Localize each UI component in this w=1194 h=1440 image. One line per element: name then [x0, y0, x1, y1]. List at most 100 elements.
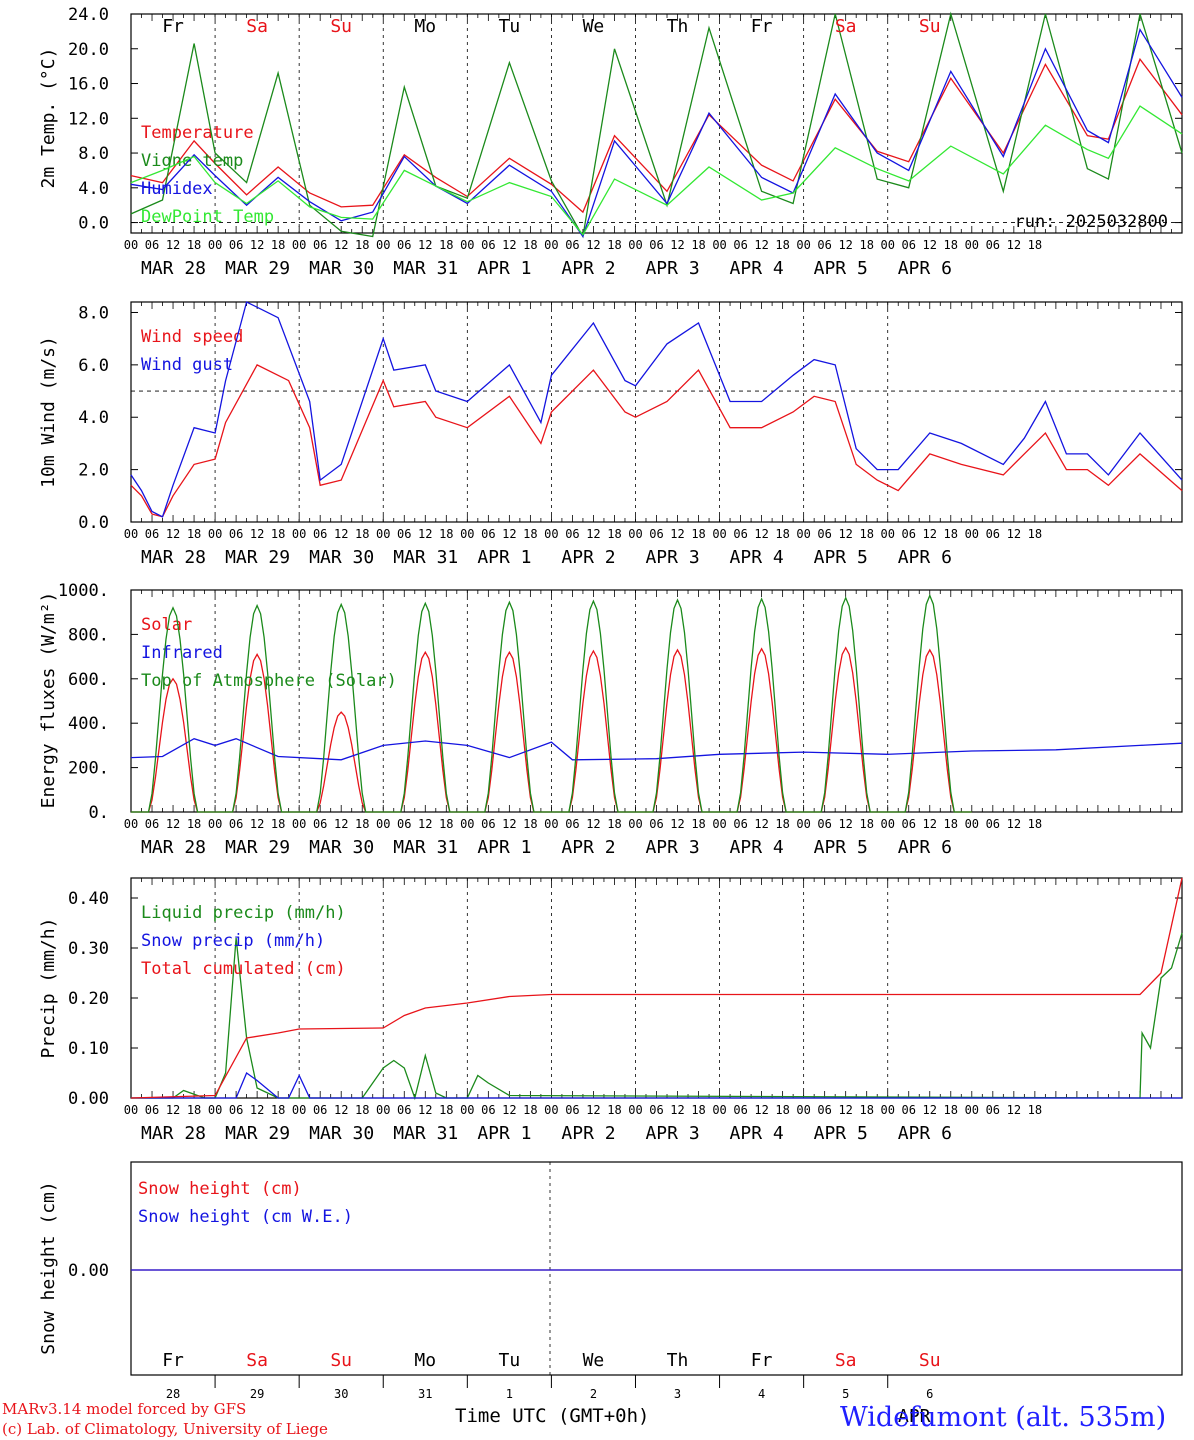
- legend-entry: Top of Atmosphere (Solar): [141, 671, 397, 691]
- hour-tick-label: 12: [334, 527, 348, 541]
- legend-entry: Humidex: [141, 179, 213, 199]
- hour-tick-label: 12: [838, 1103, 852, 1117]
- y-tick-label: 0.10: [68, 1039, 109, 1059]
- day-name: Fr: [162, 1350, 184, 1371]
- hour-tick-label: 00: [544, 238, 558, 252]
- date-label: MAR 28: [141, 258, 206, 279]
- series-line: [130, 737, 1183, 761]
- run-label: run: 2025032800: [1014, 212, 1168, 232]
- y-tick-label: 2.0: [78, 461, 109, 481]
- legend-entry: Snow height (cm): [138, 1179, 302, 1199]
- hour-tick-label: 12: [586, 527, 600, 541]
- hour-tick-label: 12: [166, 527, 180, 541]
- day-name: Sa: [835, 1350, 857, 1371]
- hour-tick-label: 00: [712, 238, 726, 252]
- y-tick-label: 0.00: [68, 1089, 109, 1109]
- date-label: APR 3: [645, 1123, 699, 1144]
- hour-tick-label: 18: [944, 817, 958, 831]
- date-label: MAR 31: [393, 1123, 458, 1144]
- hour-tick-label: 00: [208, 527, 222, 541]
- y-tick-label: 6.0: [78, 356, 109, 376]
- y-tick-label: 8.0: [78, 303, 109, 323]
- legend-entry: Wind gust: [141, 355, 233, 375]
- hour-tick-label: 18: [944, 238, 958, 252]
- hour-tick-label: 00: [880, 238, 894, 252]
- hour-tick-label: 06: [817, 817, 831, 831]
- hour-tick-label: 12: [923, 817, 937, 831]
- hour-tick-label: 00: [460, 238, 474, 252]
- hour-tick-label: 18: [439, 238, 453, 252]
- y-axis-label: Precip (mm/h): [38, 918, 59, 1059]
- date-label: MAR 29: [225, 258, 290, 279]
- hour-tick-label: 00: [376, 817, 390, 831]
- hour-tick-label: 12: [418, 238, 432, 252]
- date-label: APR 3: [645, 258, 699, 279]
- y-tick-label: 1000.: [58, 581, 109, 601]
- hour-tick-label: 18: [187, 527, 201, 541]
- date-label: MAR 31: [393, 837, 458, 858]
- hour-tick-label: 12: [166, 817, 180, 831]
- day-number: 3: [674, 1387, 681, 1401]
- hour-tick-label: 06: [986, 238, 1000, 252]
- y-tick-label: 4.0: [78, 179, 109, 199]
- date-label: APR 1: [477, 1123, 531, 1144]
- hour-tick-label: 00: [124, 527, 138, 541]
- panel-frame: [130, 301, 1183, 523]
- y-axis-label: 2m Temp. (°C): [38, 48, 59, 189]
- series-line: [131, 593, 972, 813]
- hour-tick-label: 00: [965, 527, 979, 541]
- hour-tick-label: 18: [523, 817, 537, 831]
- legend-entry: Temperature: [141, 123, 254, 143]
- hour-tick-label: 18: [1028, 817, 1042, 831]
- date-label: APR 6: [898, 547, 952, 568]
- hour-tick-label: 12: [754, 238, 768, 252]
- series-line: [130, 11, 1183, 239]
- hour-tick-label: 18: [944, 527, 958, 541]
- hour-tick-label: 18: [607, 1103, 621, 1117]
- y-tick-label: 20.0: [68, 40, 109, 60]
- hour-tick-label: 06: [229, 1103, 243, 1117]
- hour-tick-label: 12: [754, 527, 768, 541]
- day-number: 4: [758, 1387, 765, 1401]
- series-line: [131, 1071, 1182, 1099]
- hour-tick-label: 00: [460, 817, 474, 831]
- hour-tick-label: 12: [250, 817, 264, 831]
- hour-tick-label: 00: [712, 1103, 726, 1117]
- hour-tick-label: 06: [565, 238, 579, 252]
- hour-tick-label: 00: [460, 527, 474, 541]
- y-tick-label: 0.: [89, 803, 109, 823]
- day-number: 29: [250, 1387, 264, 1401]
- hour-tick-label: 18: [1028, 238, 1042, 252]
- hour-tick-label: 06: [481, 817, 495, 831]
- hour-tick-label: 12: [586, 817, 600, 831]
- day-number: 2: [590, 1387, 597, 1401]
- hour-tick-label: 18: [944, 1103, 958, 1117]
- y-axis-label: 10m Wind (m/s): [38, 336, 59, 488]
- hour-tick-label: 18: [271, 527, 285, 541]
- hour-tick-label: 18: [271, 238, 285, 252]
- hour-tick-label: 18: [523, 1103, 537, 1117]
- day-name: Su: [330, 16, 352, 37]
- date-label: MAR 28: [141, 547, 206, 568]
- y-tick-label: 0.00: [68, 1261, 109, 1281]
- hour-tick-label: 12: [838, 238, 852, 252]
- hour-tick-label: 18: [355, 527, 369, 541]
- date-label: MAR 31: [393, 547, 458, 568]
- hour-tick-label: 00: [628, 527, 642, 541]
- hour-tick-label: 18: [775, 1103, 789, 1117]
- date-label: APR 1: [477, 547, 531, 568]
- hour-tick-label: 06: [145, 1103, 159, 1117]
- day-number: 5: [842, 1387, 849, 1401]
- hour-tick-label: 06: [313, 1103, 327, 1117]
- hour-tick-label: 06: [817, 527, 831, 541]
- hour-tick-label: 00: [628, 817, 642, 831]
- day-name: Sa: [835, 16, 857, 37]
- hour-tick-label: 12: [1007, 817, 1021, 831]
- hour-tick-label: 12: [334, 1103, 348, 1117]
- day-name: Th: [667, 16, 689, 37]
- legend-entry: Wind speed: [141, 327, 243, 347]
- hour-tick-label: 00: [124, 1103, 138, 1117]
- hour-tick-label: 00: [208, 1103, 222, 1117]
- hour-tick-label: 06: [649, 1103, 663, 1117]
- legend-entry: Solar: [141, 615, 192, 635]
